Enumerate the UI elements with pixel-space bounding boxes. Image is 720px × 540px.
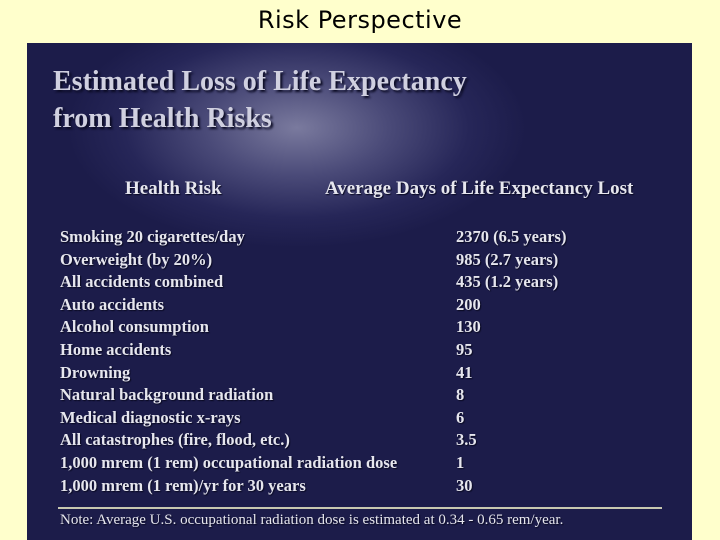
table-row: Auto accidents 200 (60, 295, 690, 318)
column-header-health-risk: Health Risk (125, 178, 222, 199)
table-row: All catastrophes (fire, flood, etc.) 3.5 (60, 430, 690, 453)
table-row: Drowning 41 (60, 363, 690, 386)
days-cell: 200 (456, 294, 481, 314)
risk-cell: Overweight (by 20%) (60, 249, 213, 269)
table-row: Smoking 20 cigarettes/day 2370 (6.5 year… (60, 227, 690, 250)
risk-cell: Alcohol consumption (60, 317, 209, 337)
footnote: Note: Average U.S. occupational radiatio… (60, 512, 564, 528)
risk-cell: Smoking 20 cigarettes/day (60, 227, 245, 246)
days-cell: 3.5 (456, 430, 477, 450)
risk-cell: 1,000 mrem (1 rem) occupational radiatio… (60, 452, 398, 472)
risk-cell: 1,000 mrem (1 rem)/yr for 30 years (60, 475, 306, 495)
slide-heading-line-1: Estimated Loss of Life Expectancy (53, 66, 467, 97)
table-row: All accidents combined 435 (1.2 years) (60, 272, 690, 295)
table-row: Medical diagnostic x-rays 6 (60, 408, 690, 431)
risk-cell: Medical diagnostic x-rays (60, 407, 241, 427)
page-title: Risk Perspective (257, 6, 463, 34)
days-cell: 1 (456, 452, 465, 472)
table-row: 1,000 mrem (1 rem) occupational radiatio… (60, 453, 690, 476)
days-cell: 8 (456, 385, 465, 405)
days-cell: 2370 (6.5 years) (456, 227, 567, 246)
slide-panel: Estimated Loss of Life Expectancy from H… (27, 43, 692, 540)
slide-heading-line-2: from Health Risks (53, 103, 272, 134)
risk-cell: Home accidents (60, 339, 172, 359)
days-cell: 41 (456, 362, 473, 382)
risk-table: Smoking 20 cigarettes/day 2370 (6.5 year… (60, 227, 690, 498)
table-row: Overweight (by 20%) 985 (2.7 years) (60, 250, 690, 273)
days-cell: 30 (456, 475, 473, 495)
risk-cell: Drowning (60, 362, 131, 382)
days-cell: 6 (456, 407, 465, 427)
table-row: Home accidents 95 (60, 340, 690, 363)
table-row: Alcohol consumption 130 (60, 317, 690, 340)
risk-cell: All accidents combined (60, 272, 224, 292)
risk-cell: All catastrophes (fire, flood, etc.) (60, 430, 290, 450)
note-divider (58, 507, 662, 509)
days-cell: 435 (1.2 years) (456, 272, 559, 292)
table-row: 1,000 mrem (1 rem)/yr for 30 years 30 (60, 476, 690, 499)
risk-cell: Natural background radiation (60, 385, 274, 405)
days-cell: 95 (456, 339, 473, 359)
column-header-days-lost: Average Days of Life Expectancy Lost (325, 178, 634, 199)
slide-heading: Estimated Loss of Life Expectancy from H… (53, 63, 467, 137)
table-row: Natural background radiation 8 (60, 385, 690, 408)
risk-cell: Auto accidents (60, 294, 165, 314)
days-cell: 130 (456, 317, 481, 337)
days-cell: 985 (2.7 years) (456, 249, 559, 269)
